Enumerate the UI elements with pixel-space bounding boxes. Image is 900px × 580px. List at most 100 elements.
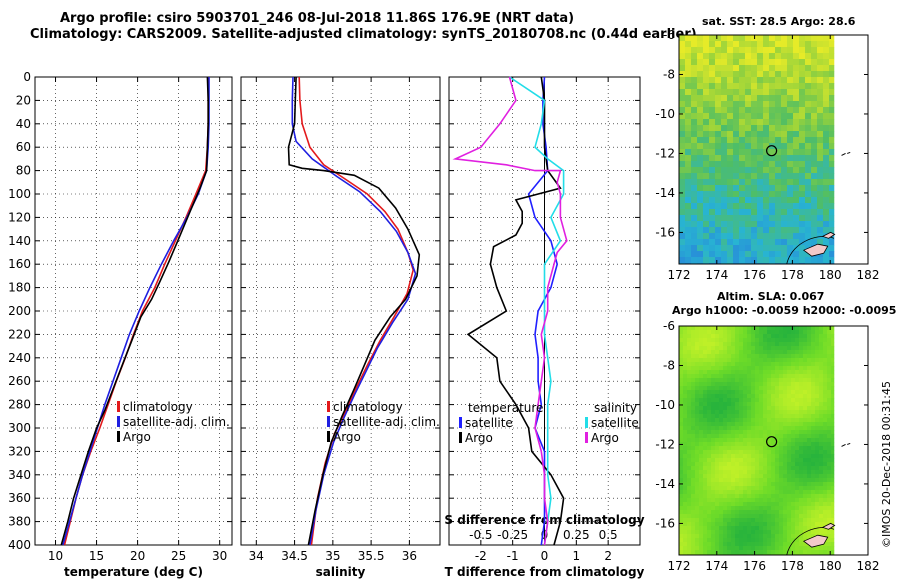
sla_map-cell xyxy=(739,330,744,335)
sst_map-cell xyxy=(799,137,806,144)
sst_map-cell xyxy=(823,131,830,138)
sst_map-cell xyxy=(793,167,800,174)
sst_map-cell xyxy=(745,53,752,60)
sla_map-cell xyxy=(755,346,760,351)
sla_map-cell xyxy=(751,434,756,439)
sst_map-cell xyxy=(817,221,824,228)
sla_map-cell xyxy=(723,486,728,491)
sla_map-cell xyxy=(795,502,800,507)
sla_map-cell xyxy=(831,458,835,463)
sla_map-cell xyxy=(795,482,800,487)
sla_map-cell xyxy=(775,550,780,555)
sla_map-cell xyxy=(787,498,792,503)
sst_map-cell xyxy=(739,53,746,60)
sst_map-cell xyxy=(703,245,710,252)
sla_map-cell xyxy=(755,434,760,439)
sla_map-cell xyxy=(719,374,724,379)
sla_map-cell xyxy=(695,354,700,359)
sst_map-cell xyxy=(691,173,698,180)
sst_map-cell xyxy=(685,143,692,150)
sla_map-cell xyxy=(827,482,832,487)
difference-series-t-argo xyxy=(466,76,565,546)
temperature-panel: 10 15 20 25 30020406080100120140160180200220… xyxy=(8,70,233,579)
sla_map-cell xyxy=(703,346,708,351)
sla_map-cell xyxy=(823,458,828,463)
sla_map-cell xyxy=(827,386,832,391)
sla_map-cell xyxy=(687,458,692,463)
sla_map-cell xyxy=(707,498,712,503)
sla_map-cell xyxy=(703,394,708,399)
sla_map-cell xyxy=(695,346,700,351)
sla_map-cell xyxy=(723,398,728,403)
sst_map-cell xyxy=(721,65,728,72)
sla_map-cell xyxy=(791,542,796,547)
sst_map-cell xyxy=(823,179,830,186)
sla_map-cell xyxy=(763,406,768,411)
sst_map-cell xyxy=(709,95,716,102)
sla_map-cell xyxy=(775,490,780,495)
sla_map-cell xyxy=(755,450,760,455)
sla_map-cell xyxy=(731,550,736,555)
sst_map-cell xyxy=(751,53,758,60)
sla_map-cell xyxy=(755,386,760,391)
sla_map-cell xyxy=(707,386,712,391)
sst_map-cell xyxy=(823,257,830,264)
sla_map-cell xyxy=(811,462,816,467)
sla_map-cell xyxy=(751,454,756,459)
sla_map-cell xyxy=(751,338,756,343)
sla_map-cell xyxy=(679,466,684,471)
sla_map-cell xyxy=(819,342,824,347)
sla_map-cell xyxy=(695,442,700,447)
sst_map-cell xyxy=(811,131,818,138)
sla_map-cell xyxy=(691,538,696,543)
sla_map-cell xyxy=(707,418,712,423)
sla_map-cell xyxy=(679,378,684,383)
sla_map-cell xyxy=(759,378,764,383)
sla_map-cell xyxy=(711,366,716,371)
sst_map-cell xyxy=(751,41,758,48)
sst_map-cell xyxy=(679,251,686,258)
sst_map-cell xyxy=(721,155,728,162)
sla_map-cell xyxy=(807,438,812,443)
sla_map-cell xyxy=(727,370,732,375)
sla_map-cell xyxy=(803,474,808,479)
depth-tick-label: 0 xyxy=(23,70,31,84)
sla_map-cell xyxy=(695,342,700,347)
sst_map-cell xyxy=(757,119,764,126)
sst_map-cell xyxy=(775,143,782,150)
sla_map-cell xyxy=(731,446,736,451)
sla_map-cell xyxy=(727,506,732,511)
sla_map-cell xyxy=(723,434,728,439)
sla_map-cell xyxy=(719,418,724,423)
sla_map-cell xyxy=(763,378,768,383)
difference-legend-left-swatch xyxy=(459,432,462,443)
temperature-frame xyxy=(34,76,233,546)
sst_map-cell xyxy=(697,245,704,252)
sst_map-cell xyxy=(745,257,752,264)
sst_map-cell xyxy=(793,221,800,228)
sst_map-cell xyxy=(703,83,710,90)
sst_map-cell xyxy=(691,65,698,72)
sla_map-cell xyxy=(827,518,832,523)
sla_map-cell xyxy=(747,474,752,479)
sst_map-cell xyxy=(769,119,776,126)
sla_map-cell xyxy=(795,498,800,503)
sla_map-cell xyxy=(747,366,752,371)
sla_map-cell xyxy=(815,394,820,399)
sst_map-cell xyxy=(823,137,830,144)
sla_map-cell xyxy=(827,358,832,363)
sla_map-cell xyxy=(815,430,820,435)
sst_map-cell xyxy=(757,191,764,198)
sla_map-cell xyxy=(759,478,764,483)
sla_map-cell xyxy=(699,466,704,471)
sla_map-cell xyxy=(831,506,835,511)
sla_map-island-small xyxy=(821,522,836,530)
sla_map-cell xyxy=(739,366,744,371)
sst_map-cell xyxy=(763,95,770,102)
sla_map-cell xyxy=(715,470,720,475)
sla_map-cell xyxy=(831,498,835,503)
sla_map-cell xyxy=(819,550,824,555)
sst_map-cell xyxy=(829,137,835,144)
sla_map-cell xyxy=(787,382,792,387)
sst_map-cell xyxy=(709,227,716,234)
